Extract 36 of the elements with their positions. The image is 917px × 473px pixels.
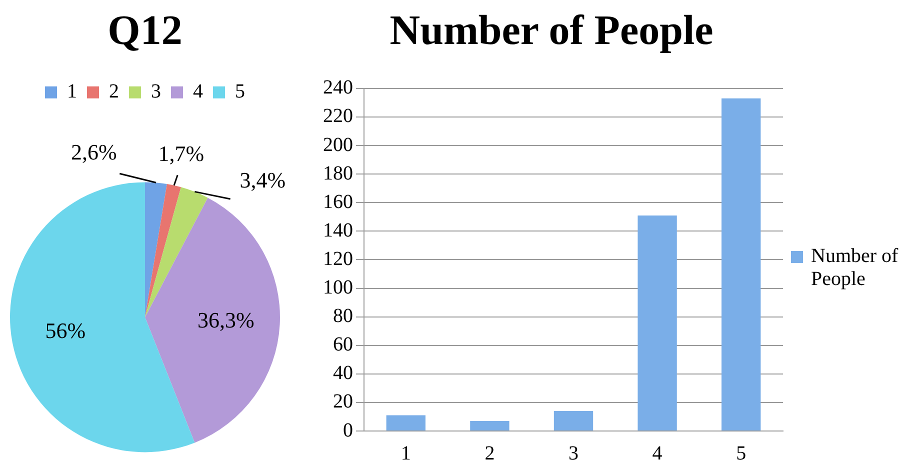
- x-tick-label: 3: [568, 442, 578, 464]
- bar: [470, 421, 510, 430]
- y-tick-label: 80: [333, 305, 353, 328]
- bar: [638, 215, 677, 430]
- legend-label: Number of People: [811, 245, 900, 291]
- legend-label: 4: [193, 80, 203, 103]
- legend-label: 1: [67, 80, 77, 103]
- x-tick-label: 1: [400, 442, 411, 464]
- y-tick-label: 20: [333, 390, 353, 413]
- x-tick-label: 4: [652, 442, 662, 464]
- y-tick-label: 160: [323, 190, 353, 213]
- bar: [722, 98, 761, 430]
- data-label: 2,6%: [70, 139, 117, 164]
- data-label: 3,4%: [240, 168, 286, 193]
- y-tick-label: 120: [323, 248, 353, 270]
- y-tick-label: 60: [333, 334, 353, 356]
- bar: [386, 415, 426, 430]
- chart-title: Q12: [108, 8, 182, 54]
- chart-title: Number of People: [390, 8, 714, 54]
- y-tick-label: 100: [323, 276, 353, 298]
- legend-label: 3: [151, 80, 161, 103]
- bar: [554, 411, 594, 430]
- legend-label: 2: [109, 80, 119, 103]
- data-label: 1,7%: [158, 141, 204, 166]
- y-tick-label: 240: [323, 76, 353, 99]
- y-tick-label: 40: [333, 362, 353, 384]
- data-label: 36,3%: [197, 307, 254, 332]
- y-tick-label: 180: [323, 162, 353, 184]
- y-tick-label: 220: [323, 105, 353, 128]
- y-tick-label: 0: [343, 419, 353, 442]
- x-tick-label: 2: [484, 442, 495, 464]
- x-tick-label: 5: [736, 442, 746, 464]
- data-label: 56%: [45, 318, 86, 344]
- y-tick-label: 200: [323, 134, 353, 156]
- y-tick-label: 140: [323, 219, 353, 242]
- legend-label: 5: [235, 80, 245, 103]
